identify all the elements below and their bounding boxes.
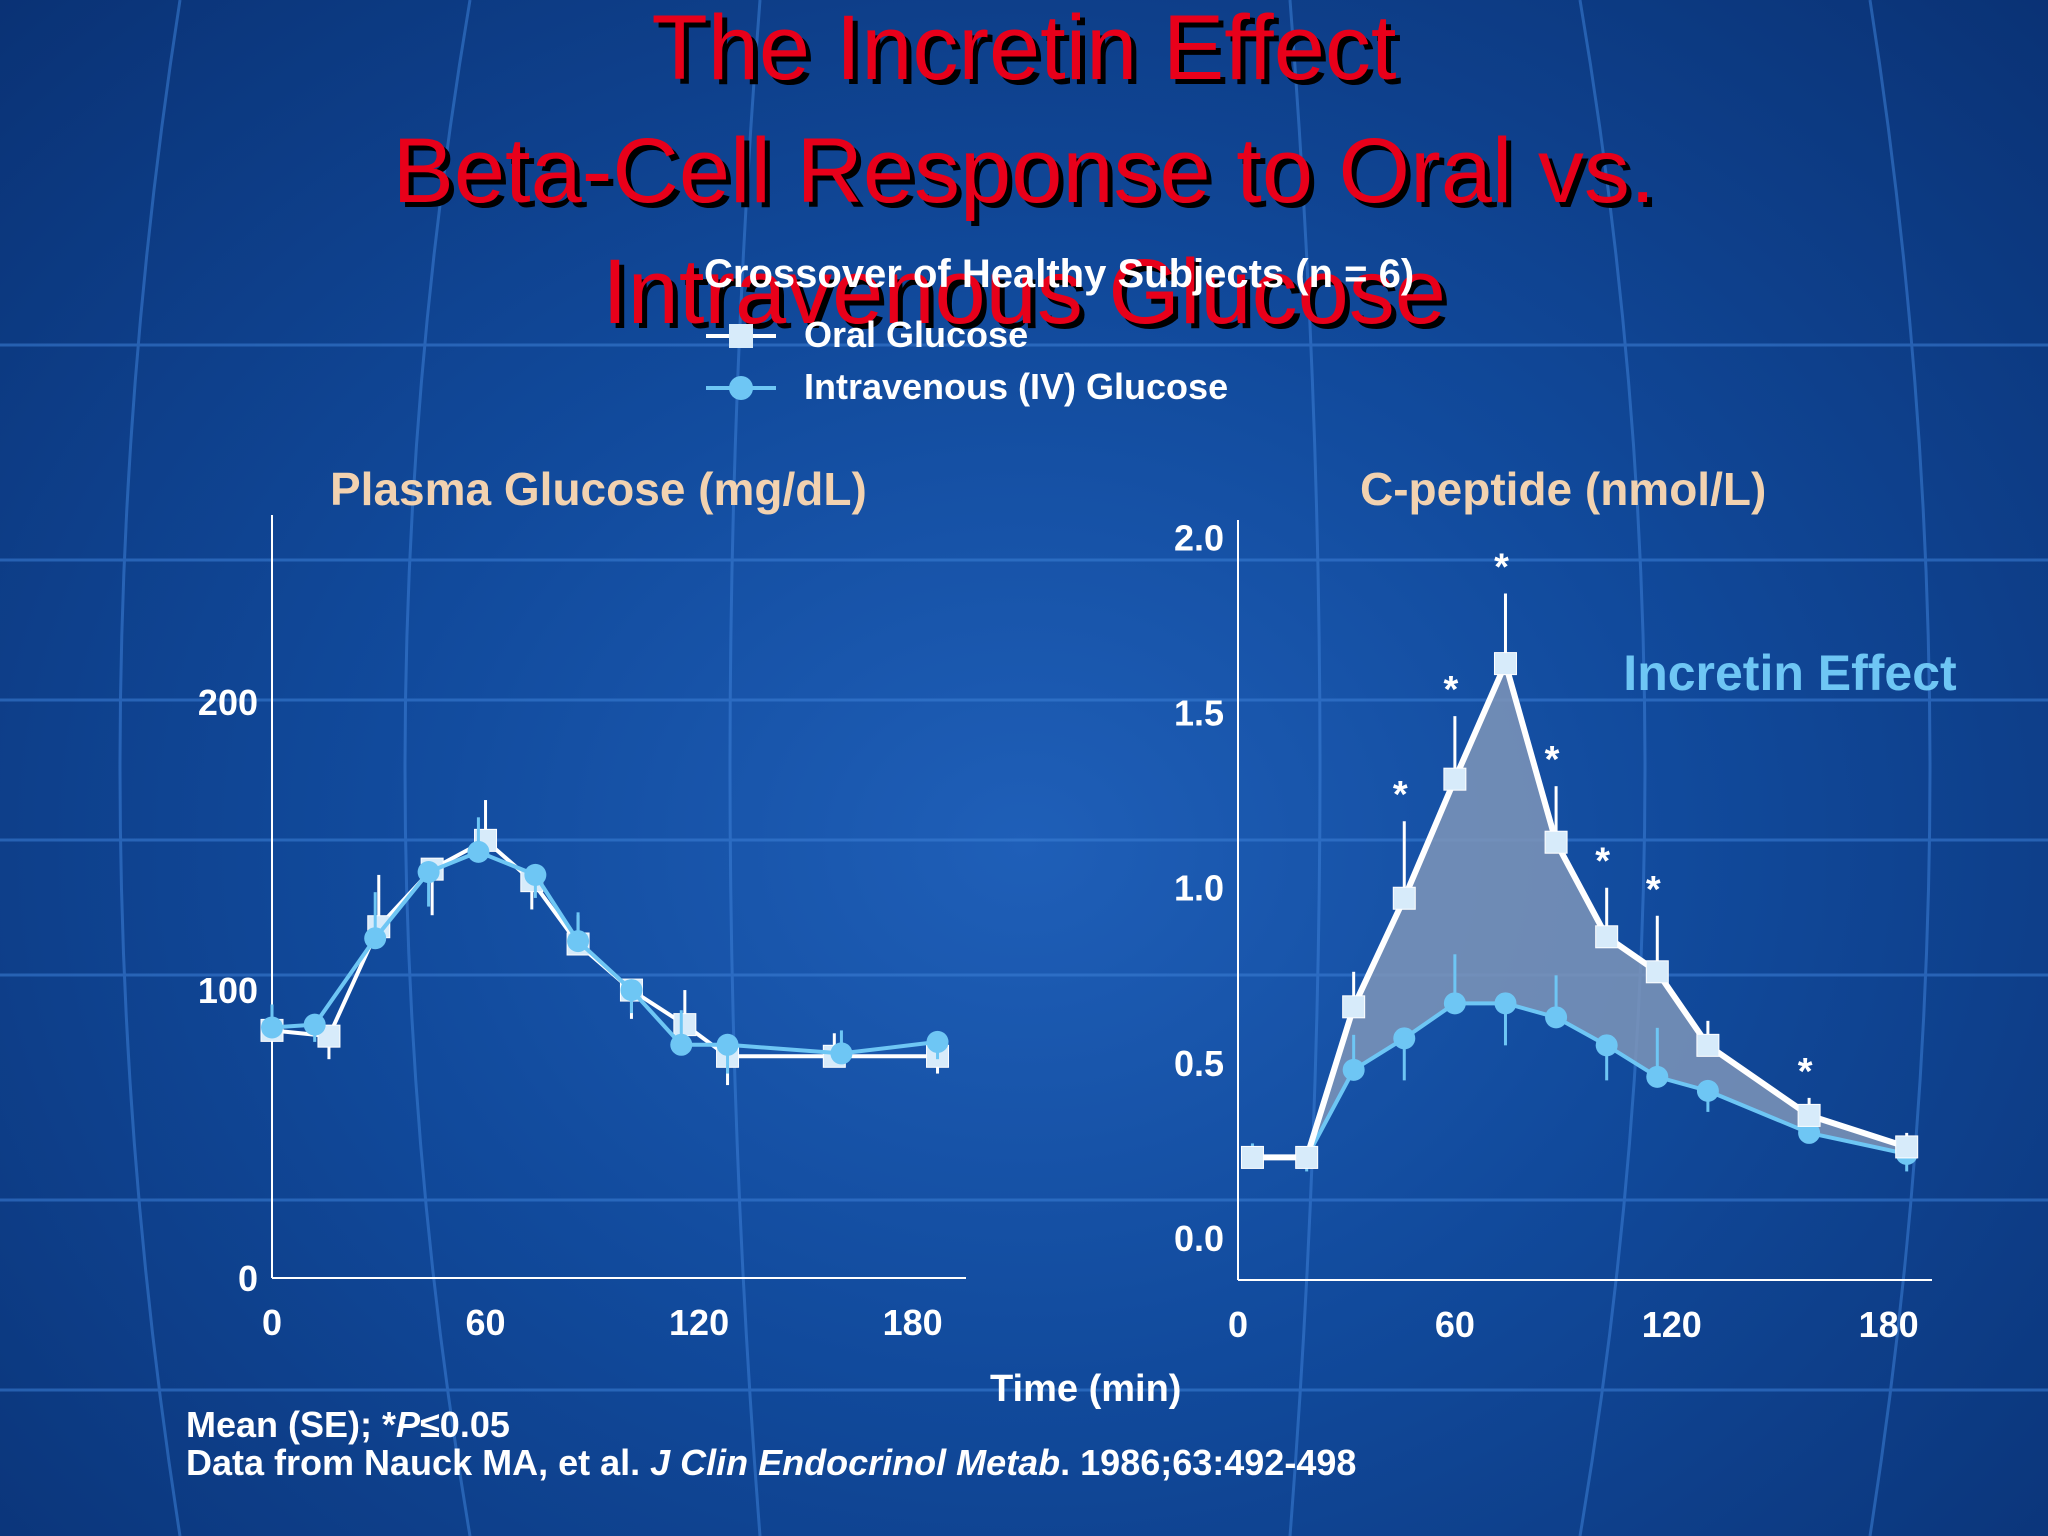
cpeptide-iv-series-line bbox=[1252, 1001, 1908, 1160]
glucose-y-tick-label: 0 bbox=[238, 1258, 258, 1299]
glucose-iv-point bbox=[567, 930, 590, 953]
footnote-citation: . 1986;63:492-498 bbox=[1060, 1442, 1357, 1483]
cpeptide-x-tick-label: 0 bbox=[1228, 1304, 1248, 1345]
glucose-iv-point bbox=[261, 1016, 283, 1039]
title-line-2: Beta-Cell Response to Oral vs. bbox=[392, 120, 1656, 222]
cpeptide-x-tick-label: 180 bbox=[1859, 1304, 1919, 1345]
cpeptide-y-tick-label: 2.0 bbox=[1174, 518, 1224, 559]
cpeptide-y-tick-label: 0.0 bbox=[1174, 1218, 1224, 1259]
footnote-line-1: Mean (SE); *P≤0.05 bbox=[186, 1404, 510, 1446]
shared-x-axis-label: Time (min) bbox=[990, 1368, 1182, 1410]
glucose-iv-point bbox=[830, 1042, 853, 1065]
cpeptide-oral-point bbox=[1595, 925, 1619, 949]
cpeptide-iv-point bbox=[1595, 1034, 1618, 1057]
cpeptide-oral-point bbox=[1544, 830, 1568, 854]
cpeptide-oral-point bbox=[1797, 1103, 1821, 1127]
cpeptide-oral-point bbox=[1342, 995, 1366, 1019]
footnote-threshold: ≤0.05 bbox=[420, 1404, 510, 1445]
glucose-y-tick-label: 100 bbox=[198, 970, 258, 1011]
footnote-source: Data from Nauck MA, et al. bbox=[186, 1442, 651, 1483]
significance-star: * bbox=[1646, 869, 1661, 911]
incretin-effect-label: Incretin Effect bbox=[1623, 645, 1957, 701]
significance-star: * bbox=[1595, 841, 1610, 883]
legend-oral-label: Oral Glucose bbox=[804, 314, 1029, 355]
incretin-effect-area bbox=[1252, 663, 1907, 1158]
legend-iv: Intravenous (IV) Glucose bbox=[704, 366, 1404, 410]
cpeptide-y-tick-label: 0.5 bbox=[1174, 1043, 1224, 1084]
significance-star: * bbox=[1798, 1051, 1813, 1093]
title-line-3: Intravenous Glucose bbox=[602, 241, 1446, 343]
significance-star: * bbox=[1545, 739, 1560, 781]
footnote-stats: Mean (SE); * bbox=[186, 1404, 397, 1445]
glucose-oral-point bbox=[673, 1013, 697, 1037]
glucose-x-tick-label: 60 bbox=[466, 1302, 506, 1343]
glucose-iv-point bbox=[364, 927, 387, 950]
glucose-iv-point bbox=[467, 840, 490, 863]
significance-star: * bbox=[1393, 774, 1408, 816]
cpeptide-iv-point bbox=[1393, 1027, 1416, 1050]
significance-star: * bbox=[1494, 547, 1509, 589]
glucose-iv-point bbox=[303, 1013, 326, 1036]
cpeptide-iv-point bbox=[1494, 992, 1517, 1015]
significance-star: * bbox=[1443, 669, 1458, 711]
cpeptide-iv-point bbox=[1443, 992, 1466, 1015]
legend-iv-label: Intravenous (IV) Glucose bbox=[804, 366, 1229, 407]
glucose-iv-point bbox=[524, 863, 547, 886]
legend-circle-marker-icon bbox=[706, 376, 776, 400]
legend-square-marker-icon bbox=[706, 324, 776, 348]
glucose-iv-point bbox=[926, 1030, 949, 1053]
glucose-iv-series-line bbox=[271, 849, 938, 1056]
glucose-x-tick-label: 120 bbox=[669, 1302, 729, 1343]
cpeptide-x-tick-label: 60 bbox=[1435, 1304, 1475, 1345]
footnote-p-italic: P bbox=[396, 1404, 421, 1445]
cpeptide-oral-point bbox=[1240, 1145, 1264, 1169]
cpeptide-oral-point bbox=[1895, 1135, 1919, 1159]
cpeptide-oral-point bbox=[1493, 652, 1517, 676]
chart-subtitle: Crossover of Healthy Subjects (n = 6) bbox=[704, 252, 1415, 296]
glucose-x-tick-label: 180 bbox=[883, 1302, 943, 1343]
glucose-iv-point bbox=[417, 861, 440, 884]
footnote-line-2: Data from Nauck MA, et al. J Clin Endocr… bbox=[186, 1442, 1356, 1484]
cpeptide-panel-title: C-peptide (nmol/L) bbox=[1360, 463, 1767, 515]
cpeptide-iv-point bbox=[1342, 1058, 1365, 1081]
cpeptide-y-tick-label: 1.5 bbox=[1174, 693, 1224, 734]
glucose-iv-point bbox=[716, 1033, 739, 1056]
cpeptide-iv-point bbox=[1545, 1006, 1568, 1029]
cpeptide-oral-point bbox=[1295, 1145, 1319, 1169]
footnote-journal: J Clin Endocrinol Metab bbox=[650, 1442, 1061, 1483]
title-line-1: The Incretin Effect bbox=[651, 0, 1397, 99]
glucose-iv-point bbox=[620, 979, 643, 1002]
cpeptide-iv-point bbox=[1798, 1121, 1821, 1144]
cpeptide-oral-point bbox=[1645, 960, 1669, 984]
legend-oral: Oral Glucose bbox=[704, 314, 1404, 358]
glucose-panel-title: Plasma Glucose (mg/dL) bbox=[330, 463, 867, 515]
cpeptide-oral-point bbox=[1443, 767, 1467, 791]
cpeptide-iv-point bbox=[1696, 1079, 1719, 1102]
glucose-iv-point bbox=[670, 1033, 693, 1056]
glucose-y-tick-label: 200 bbox=[198, 682, 258, 723]
glucose-x-tick-label: 0 bbox=[262, 1302, 282, 1343]
cpeptide-oral-point bbox=[1696, 1033, 1720, 1057]
cpeptide-y-tick-label: 1.0 bbox=[1174, 868, 1224, 909]
cpeptide-iv-point bbox=[1646, 1065, 1669, 1088]
cpeptide-x-tick-label: 120 bbox=[1642, 1304, 1702, 1345]
cpeptide-oral-point bbox=[1392, 886, 1416, 910]
cpeptide-oral-series-line bbox=[1252, 660, 1908, 1161]
